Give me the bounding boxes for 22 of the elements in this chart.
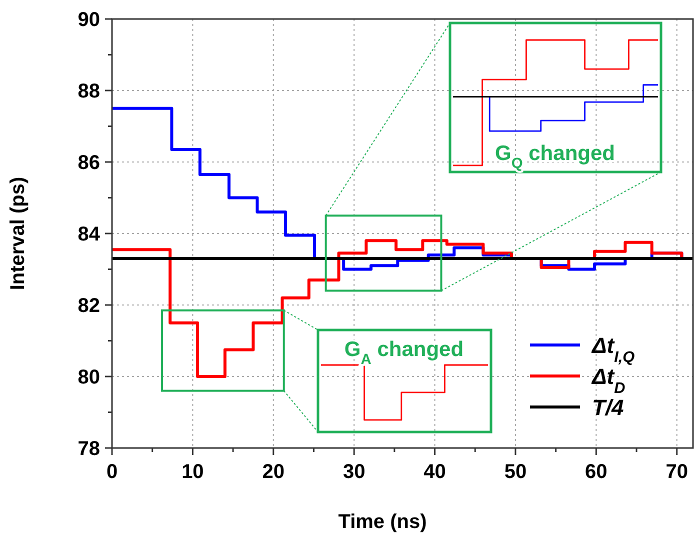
x-tick-label: 70 — [666, 461, 688, 483]
x-tick-label: 50 — [504, 461, 527, 483]
annotation: G$_{A}$ changed — [344, 338, 464, 368]
x-tick-label: 20 — [262, 461, 285, 483]
y-axis-title: Interval (ps) — [7, 176, 29, 290]
legend-label: T/4 — [592, 395, 624, 420]
x-tick-label: 30 — [342, 461, 366, 483]
x-axis-title: Time (ns) — [338, 511, 427, 533]
y-tick-label: 90 — [78, 9, 100, 31]
y-tick-label: 86 — [78, 152, 100, 174]
y-tick-label: 84 — [78, 224, 101, 246]
y-tick-label: 82 — [78, 295, 100, 317]
x-tick-label: 60 — [585, 461, 608, 483]
x-tick-label: 0 — [106, 461, 118, 483]
legend-label: Δt$_{D}$ — [591, 364, 626, 396]
x-tick-label: 40 — [424, 461, 446, 483]
annotation: G$_{Q}$ changed — [495, 142, 615, 172]
y-tick-label: 80 — [78, 366, 100, 388]
y-tick-label: 88 — [78, 80, 100, 102]
y-tick-label: 78 — [78, 438, 100, 460]
legend-label: Δt$_{I,Q}$ — [591, 333, 635, 366]
x-tick-label: 10 — [182, 461, 204, 483]
